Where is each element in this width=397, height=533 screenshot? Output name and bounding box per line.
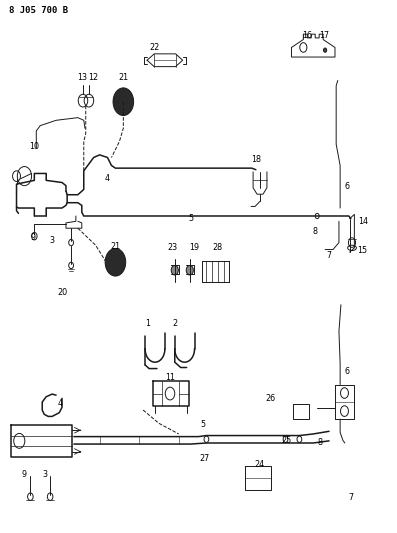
Text: 10: 10 xyxy=(29,142,39,151)
Text: 8 J05 700 B: 8 J05 700 B xyxy=(9,6,68,15)
Text: 5: 5 xyxy=(188,214,193,223)
Text: 15: 15 xyxy=(358,246,368,255)
Text: 16: 16 xyxy=(302,31,312,40)
Text: 6: 6 xyxy=(344,367,349,376)
Circle shape xyxy=(171,265,178,275)
Circle shape xyxy=(186,265,193,275)
Text: 3: 3 xyxy=(50,237,55,246)
Circle shape xyxy=(113,88,134,116)
Text: 19: 19 xyxy=(189,244,199,253)
Text: 8: 8 xyxy=(313,228,318,237)
Text: 9: 9 xyxy=(22,471,27,479)
Text: 4: 4 xyxy=(105,174,110,183)
Text: 7: 7 xyxy=(348,493,353,502)
Text: 23: 23 xyxy=(168,244,178,253)
Text: 17: 17 xyxy=(319,31,330,40)
Text: 21: 21 xyxy=(118,73,128,82)
Text: 22: 22 xyxy=(150,43,160,52)
Text: 3: 3 xyxy=(42,471,48,479)
Text: 5: 5 xyxy=(200,421,205,430)
Text: 21: 21 xyxy=(110,242,120,251)
Text: 4: 4 xyxy=(58,399,63,408)
Circle shape xyxy=(324,48,327,52)
Text: 12: 12 xyxy=(89,73,99,82)
Text: 9: 9 xyxy=(31,233,36,242)
Text: 11: 11 xyxy=(165,373,175,382)
Text: 2: 2 xyxy=(172,319,177,328)
Text: 13: 13 xyxy=(77,73,87,82)
Text: 1: 1 xyxy=(145,319,150,328)
Text: 24: 24 xyxy=(254,460,264,469)
Text: 27: 27 xyxy=(199,455,210,463)
Text: 28: 28 xyxy=(212,244,223,253)
Text: 6: 6 xyxy=(344,182,349,191)
Text: 7: 7 xyxy=(326,252,331,260)
Text: 18: 18 xyxy=(251,155,261,164)
Text: 14: 14 xyxy=(358,217,368,226)
Text: 8: 8 xyxy=(318,439,323,448)
Text: 26: 26 xyxy=(266,394,276,403)
Text: 20: 20 xyxy=(57,287,67,296)
Text: 25: 25 xyxy=(281,437,291,446)
Circle shape xyxy=(105,248,126,276)
